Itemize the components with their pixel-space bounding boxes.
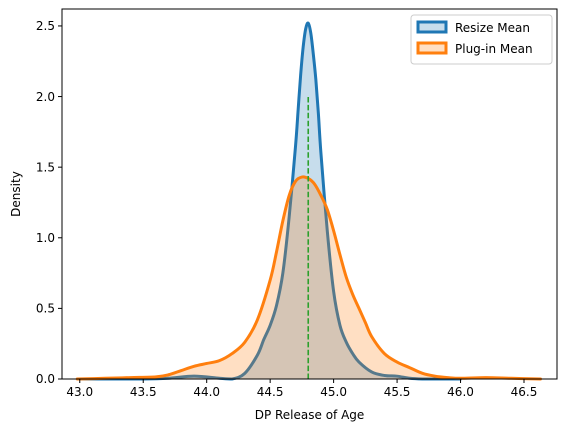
y-tick-label: 1.5	[36, 160, 55, 174]
x-axis-ticks: 43.0 43.5 44.0 44.5 45.0 45.5 46.0 46.5	[66, 379, 537, 399]
series-2-area	[77, 176, 541, 379]
series-layer	[75, 21, 542, 381]
legend-swatch	[416, 20, 448, 34]
legend-item: Resize Mean	[416, 20, 530, 35]
series-1-line	[78, 21, 463, 381]
y-tick-label: 2.5	[36, 19, 55, 33]
x-tick-label: 44.0	[193, 385, 220, 399]
series-2-line	[75, 175, 542, 381]
x-axis-label: DP Release of Age	[255, 408, 365, 422]
plot-area	[61, 8, 558, 381]
legend-item: Plug-in Mean	[416, 41, 533, 56]
legend-label: Resize Mean	[455, 21, 530, 35]
x-tick-label: 43.5	[130, 385, 157, 399]
plot-background	[62, 9, 557, 379]
x-tick-label: 46.0	[447, 385, 474, 399]
x-tick-label: 45.5	[384, 385, 411, 399]
y-tick-label: 0.5	[36, 302, 55, 316]
y-tick-label: 2.0	[36, 90, 55, 104]
legend-items: Resize Mean Plug-in Mean	[416, 20, 533, 56]
y-tick-label: 1.0	[36, 231, 55, 245]
x-tick-label: 44.5	[257, 385, 284, 399]
y-axis-ticks: 0.0 0.5 1.0 1.5 2.0 2.5	[36, 19, 62, 386]
legend-label: Plug-in Mean	[455, 42, 533, 56]
x-tick-label: 43.0	[66, 385, 93, 399]
legend: Resize Mean Plug-in Mean	[410, 14, 553, 65]
x-tick-label: 45.0	[320, 385, 347, 399]
x-tick-label: 46.5	[511, 385, 538, 399]
plot-frame	[61, 8, 558, 380]
legend-swatch	[416, 41, 448, 55]
y-axis-label: Density	[9, 171, 23, 217]
y-tick-label: 0.0	[36, 372, 55, 386]
